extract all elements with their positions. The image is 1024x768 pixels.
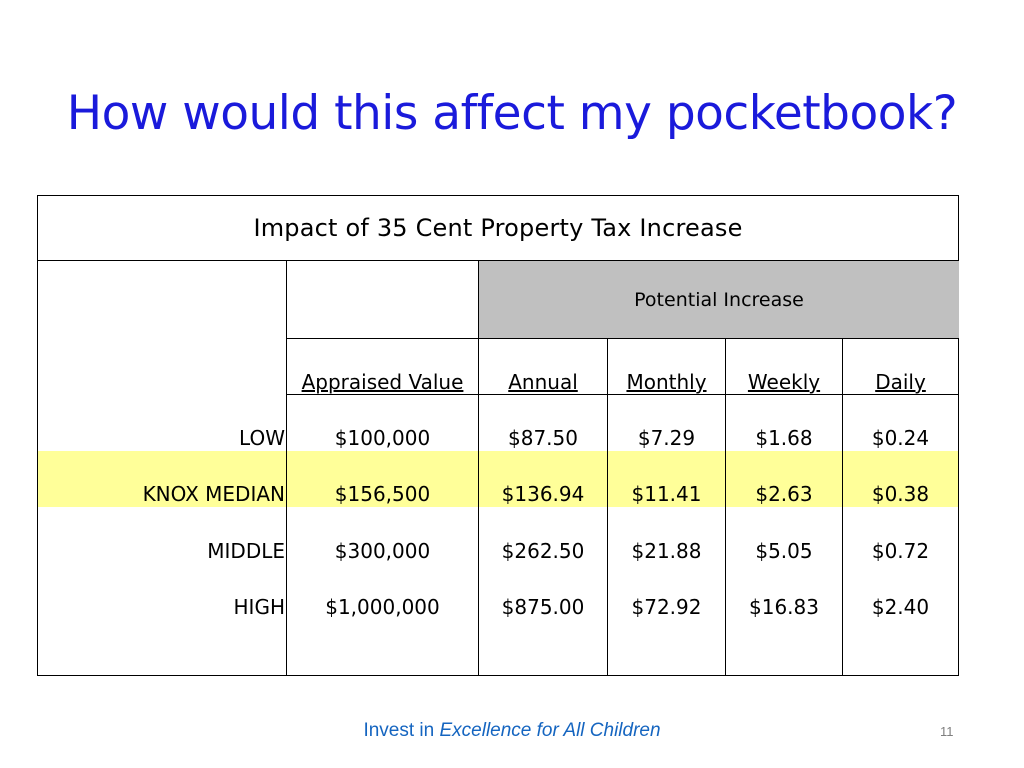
column-header-appraised-value: Appraised Value: [301, 370, 464, 394]
col-divider-annual: [607, 338, 608, 676]
table-cell: $1,000,000: [325, 595, 440, 619]
col-divider-appraised: [478, 260, 479, 676]
col-divider-weekly: [842, 338, 843, 676]
row-label-middle: MIDDLE: [207, 539, 285, 563]
column-header-weekly: Weekly: [747, 370, 821, 394]
table-cell: $156,500: [334, 482, 431, 506]
table-cell: $0.72: [871, 539, 930, 563]
table-cell: $300,000: [334, 539, 431, 563]
table-caption: Impact of 35 Cent Property Tax Increase: [253, 214, 743, 242]
table-cell: $0.24: [871, 426, 930, 450]
footer-emphasis: Excellence for All Children: [439, 720, 661, 741]
table-cell: $1.68: [755, 426, 813, 450]
row-label-low: LOW: [239, 426, 285, 450]
column-header-annual: Annual: [508, 370, 578, 394]
table-cell: $2.63: [755, 482, 813, 506]
column-header-daily: Daily: [875, 370, 926, 394]
row-label-knox-median: KNOX MEDIAN: [142, 482, 285, 506]
table-cell: $875.00: [501, 595, 585, 619]
col-divider-label: [286, 260, 287, 676]
caption-divider: [38, 260, 958, 261]
table-cell: $0.38: [871, 482, 930, 506]
tax-impact-table: Impact of 35 Cent Property Tax Increase …: [37, 195, 959, 676]
table-cell: $16.83: [749, 595, 819, 619]
footer-prefix: Invest in: [363, 720, 440, 741]
highlight-row-background: [38, 451, 958, 507]
page-number: 11: [940, 724, 954, 739]
table-cell: $5.05: [755, 539, 813, 563]
column-header-monthly: Monthly: [626, 370, 707, 394]
table-cell: $262.50: [501, 539, 585, 563]
table-cell: $2.40: [871, 595, 930, 619]
table-cell: $136.94: [501, 482, 585, 506]
group-header-divider: [286, 338, 958, 339]
table-cell: $87.50: [508, 426, 578, 450]
potential-increase-header: Potential Increase: [634, 288, 804, 311]
row-label-high: HIGH: [233, 595, 285, 619]
slide-title: How would this affect my pocketbook?: [66, 86, 958, 141]
potential-increase-background: [479, 261, 959, 338]
table-cell: $7.29: [637, 426, 696, 450]
table-cell: $21.88: [631, 539, 702, 563]
footer-tagline: Invest in Excellence for All Children: [0, 720, 1024, 742]
col-divider-monthly: [725, 338, 726, 676]
table-cell: $11.41: [631, 482, 702, 506]
table-cell: $100,000: [334, 426, 431, 450]
column-header-divider: [286, 394, 958, 395]
table-cell: $72.92: [631, 595, 702, 619]
